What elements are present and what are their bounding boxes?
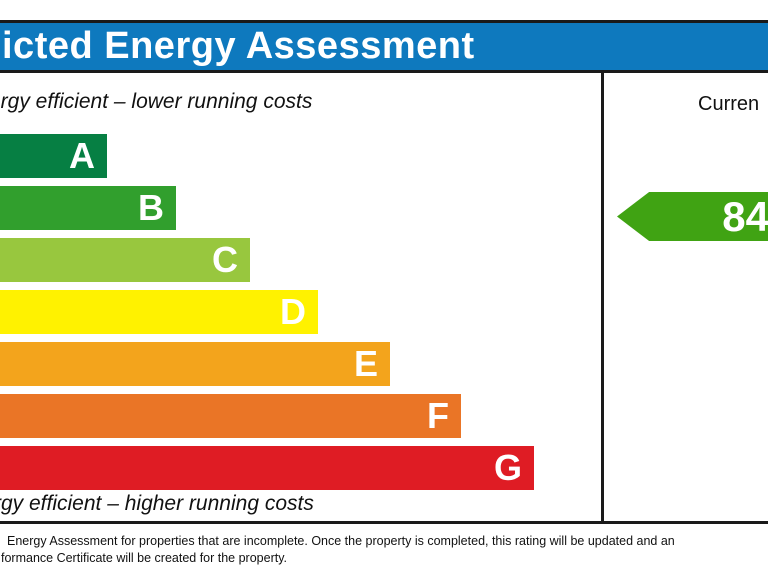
band-bar-f: F bbox=[0, 394, 461, 438]
band-bar-a: A bbox=[0, 134, 107, 178]
band-label-g: G bbox=[493, 447, 522, 488]
band-bar-d: D bbox=[0, 290, 318, 334]
outer-bottom-border bbox=[0, 521, 768, 524]
current-rating-arrow: 84 bbox=[617, 192, 768, 241]
band-label-f: F bbox=[427, 395, 449, 436]
band-label-a: A bbox=[69, 135, 95, 176]
band-bar-g: G bbox=[0, 446, 534, 490]
outer-top-border bbox=[0, 20, 768, 23]
footnote-line-1: Energy Assessment for properties that ar… bbox=[7, 534, 675, 548]
current-rating-value: 84 bbox=[722, 193, 768, 240]
band-bar-b: B bbox=[0, 186, 176, 230]
band-bar-c: C bbox=[0, 238, 250, 282]
title-bar: icted Energy Assessment bbox=[0, 23, 768, 70]
efficiency-caption-top-text: ergy efficient – lower running costs bbox=[0, 90, 313, 113]
title-bar-bottom-border bbox=[0, 70, 768, 73]
band-bar-e: E bbox=[0, 342, 390, 386]
band-label-e: E bbox=[353, 343, 378, 384]
footnote-line-2: formance Certificate will be created for… bbox=[1, 550, 288, 565]
efficiency-caption-top: ergy efficient – lower running costs bbox=[0, 90, 420, 114]
page-title: icted Energy Assessment bbox=[2, 25, 475, 67]
band-label-c: C bbox=[212, 239, 238, 280]
band-label-d: D bbox=[280, 291, 306, 332]
efficiency-caption-bottom-text: rgy efficient – higher running costs bbox=[0, 492, 314, 515]
current-column-divider bbox=[601, 73, 604, 521]
band-label-b: B bbox=[138, 187, 164, 228]
current-column-heading: Curren bbox=[698, 93, 760, 115]
efficiency-caption-bottom: rgy efficient – higher running costs bbox=[0, 492, 420, 516]
